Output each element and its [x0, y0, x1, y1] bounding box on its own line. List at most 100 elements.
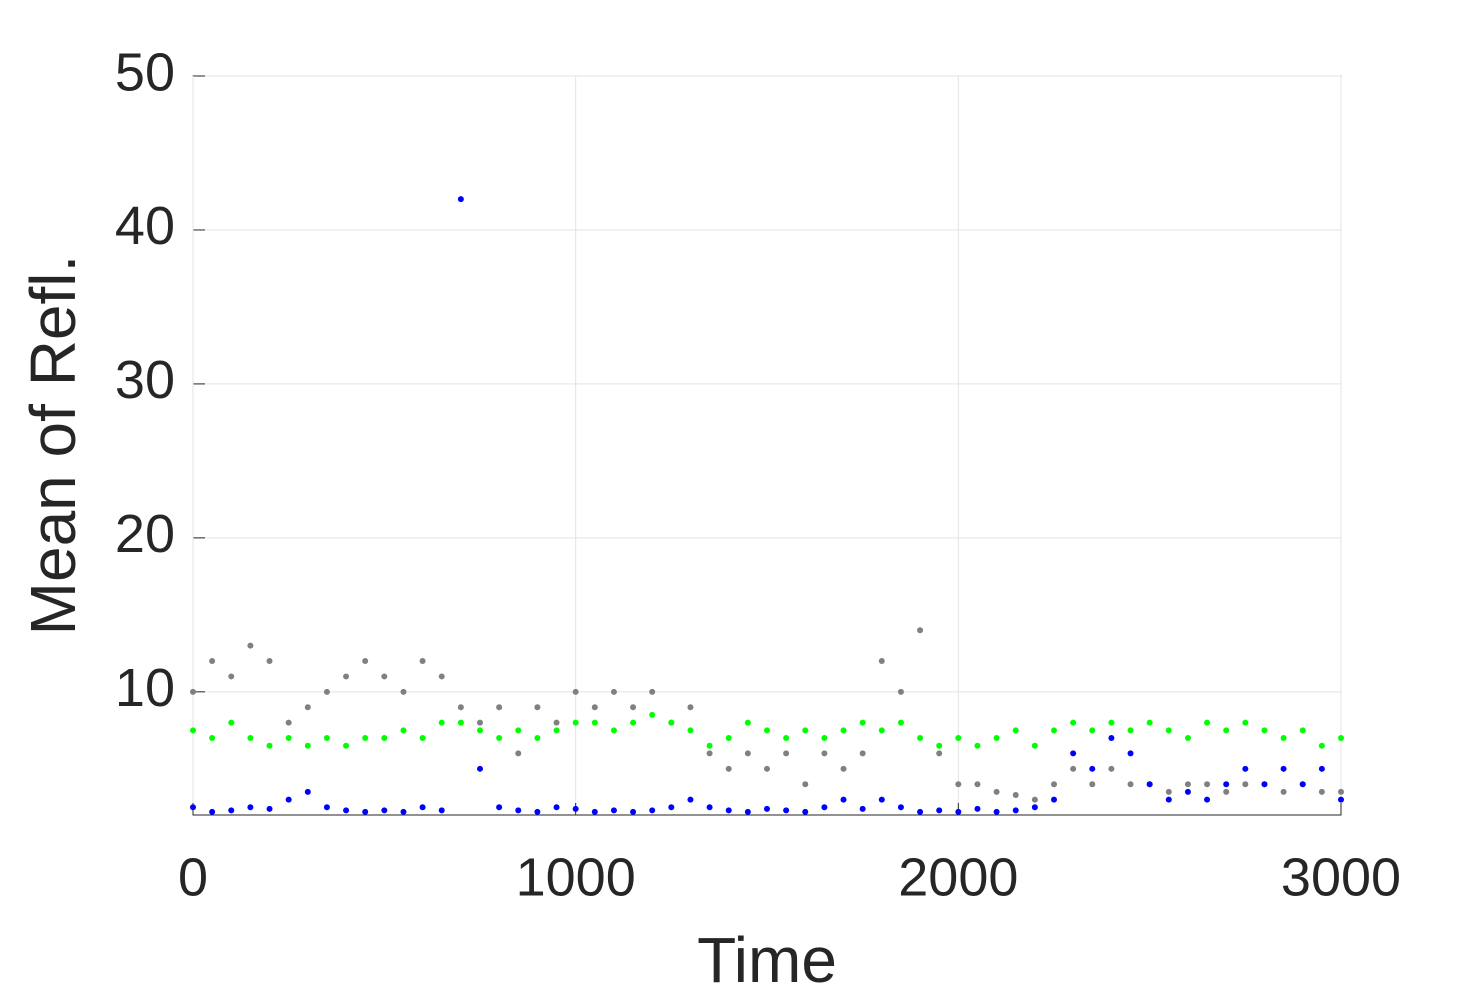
data-point: [1261, 727, 1268, 734]
data-point: [553, 804, 560, 811]
data-point: [228, 719, 235, 726]
data-point: [993, 788, 1000, 795]
data-point: [1242, 781, 1249, 788]
data-point: [1070, 750, 1077, 757]
data-point: [668, 804, 675, 811]
data-point: [400, 808, 407, 815]
data-point: [1012, 807, 1019, 814]
data-point: [1280, 765, 1287, 772]
data-point: [1089, 781, 1096, 788]
data-point: [706, 750, 713, 757]
data-point: [400, 727, 407, 734]
data-point: [878, 796, 885, 803]
data-point: [859, 719, 866, 726]
data-point: [1051, 781, 1057, 788]
data-point: [764, 805, 770, 812]
data-point: [878, 658, 885, 665]
data-point: [897, 688, 904, 695]
data-point: [323, 735, 330, 742]
data-point: [1204, 781, 1211, 788]
data-point: [247, 642, 254, 649]
data-point: [534, 704, 541, 711]
data-point: [1012, 727, 1019, 734]
data-point: [515, 727, 522, 734]
x-tick-label: 1000: [516, 847, 636, 907]
data-point: [343, 673, 350, 680]
data-point: [381, 735, 388, 742]
data-point: [534, 808, 541, 815]
data-point: [783, 807, 790, 814]
data-point: [783, 750, 790, 757]
x-tick-label: 0: [178, 847, 208, 907]
data-point: [1108, 719, 1115, 726]
data-point: [1299, 781, 1306, 788]
data-point: [266, 658, 273, 665]
data-point: [1338, 735, 1344, 742]
data-point: [1070, 765, 1077, 772]
data-point: [744, 808, 751, 815]
y-tick-label: 30: [115, 350, 175, 410]
data-point: [802, 808, 809, 815]
data-point: [1146, 719, 1153, 726]
data-point: [821, 735, 828, 742]
data-point: [649, 688, 656, 695]
data-point: [687, 704, 694, 711]
data-point: [457, 719, 464, 726]
data-point: [477, 727, 483, 734]
data-point: [1127, 750, 1134, 757]
data-point: [419, 804, 426, 811]
data-point: [228, 673, 235, 680]
data-point: [1031, 804, 1038, 811]
data-point: [936, 742, 943, 749]
y-tick-label: 10: [115, 658, 175, 718]
data-point: [974, 805, 981, 812]
data-point: [381, 673, 388, 680]
data-point: [706, 804, 713, 811]
data-point: [496, 804, 503, 811]
data-point: [610, 727, 617, 734]
data-point: [343, 807, 350, 814]
y-tick-label: 50: [115, 42, 175, 102]
data-point: [572, 688, 579, 695]
data-point: [266, 805, 273, 812]
data-point: [974, 781, 981, 788]
data-point: [1165, 727, 1172, 734]
data-point: [1108, 765, 1115, 772]
data-point: [304, 742, 311, 749]
data-point: [955, 781, 962, 788]
data-point: [744, 719, 751, 726]
data-point: [610, 688, 617, 695]
data-point: [936, 750, 943, 757]
data-point: [1242, 765, 1249, 772]
data-point: [457, 196, 464, 203]
data-point: [304, 704, 311, 711]
data-point: [1318, 742, 1325, 749]
data-point: [840, 765, 847, 772]
data-point: [1031, 742, 1038, 749]
data-point: [591, 704, 598, 711]
data-point: [955, 808, 962, 815]
x-tick-label: 3000: [1281, 847, 1401, 907]
y-tick-label: 40: [115, 196, 175, 256]
data-point: [400, 688, 407, 695]
data-point: [304, 788, 311, 795]
data-point: [917, 808, 924, 815]
data-point: [362, 808, 369, 815]
data-point: [821, 804, 828, 811]
data-point: [1051, 796, 1057, 803]
data-point: [764, 727, 770, 734]
data-point: [993, 735, 1000, 742]
data-point: [993, 808, 1000, 815]
y-axis-label: Mean of Refl.: [17, 255, 89, 636]
data-point: [610, 807, 617, 814]
data-point: [591, 719, 598, 726]
data-point: [209, 658, 216, 665]
data-point: [649, 807, 656, 814]
data-point: [955, 735, 962, 742]
data-point: [783, 735, 790, 742]
plot-area: [192, 75, 1342, 816]
data-point: [438, 719, 445, 726]
data-point: [859, 805, 866, 812]
